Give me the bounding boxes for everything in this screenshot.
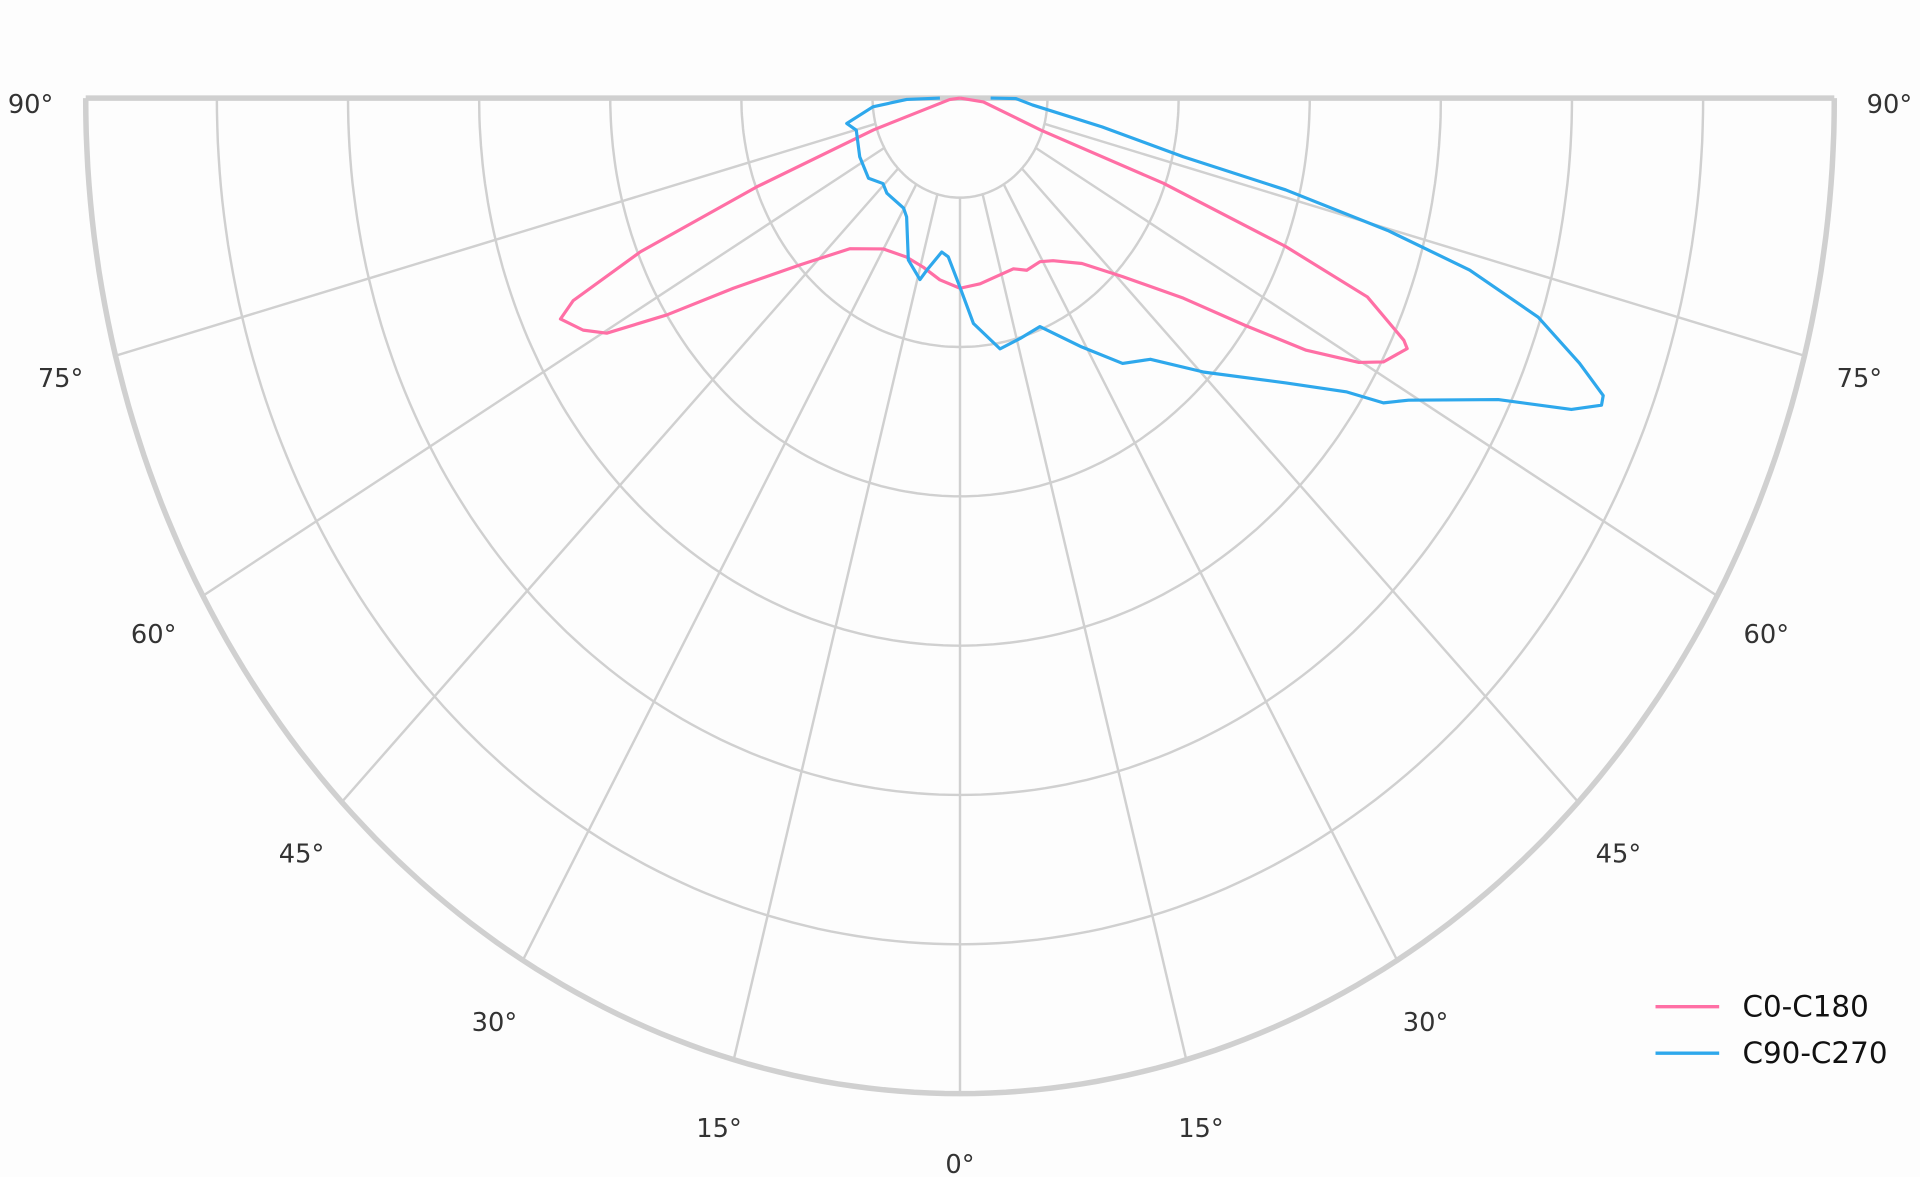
legend-item-c0-c180[interactable]: C0-C180	[1655, 989, 1869, 1023]
angular-tick-label: 15°	[1178, 1114, 1224, 1144]
legend-label-c0-c180: C0-C180	[1742, 989, 1868, 1023]
angular-gridline-spoke	[202, 146, 885, 597]
angular-gridline-spoke	[981, 193, 1188, 1060]
angular-gridline-spoke	[115, 122, 876, 357]
angular-tick-labels: 90° 75° 60° 45° 30° 15° 0° 15° 30° 45° 60° 75° 90°	[8, 90, 1912, 1177]
angular-tick-label: 30°	[1403, 1008, 1449, 1038]
legend-item-c90-c270[interactable]: C90-C270	[1655, 1036, 1888, 1070]
angular-tick-label: 75°	[38, 364, 84, 394]
angular-tick-label: 30°	[472, 1008, 518, 1038]
angular-tick-label: 90°	[8, 90, 54, 120]
angular-tick-label: 60°	[1744, 620, 1790, 650]
angular-tick-label: 0°	[945, 1150, 974, 1177]
angular-gridline-spoke	[732, 193, 939, 1060]
intensity-curves	[558, 96, 1605, 412]
angular-tick-label: 45°	[1596, 839, 1642, 869]
angular-tick-label: 15°	[696, 1114, 742, 1144]
angular-gridline-spoke	[340, 167, 900, 803]
angular-gridline-spoke	[521, 183, 918, 961]
angular-gridline-spoke	[1044, 122, 1805, 357]
legend: C0-C180 C90-C270	[1655, 989, 1888, 1070]
angular-gridline-spoke	[1035, 146, 1718, 597]
radial-gridline-ring	[871, 98, 1049, 199]
angular-gridline-spoke	[1020, 167, 1580, 803]
angular-tick-label: 45°	[279, 839, 325, 869]
polar-grid	[82, 95, 1838, 1097]
angular-tick-label: 75°	[1837, 364, 1883, 394]
legend-label-c90-c270: C90-C270	[1742, 1036, 1887, 1070]
angular-gridline-spoke	[1002, 183, 1399, 961]
series-line-c0-c180	[558, 96, 1409, 365]
angular-tick-label: 60°	[131, 620, 177, 650]
series-line-c90-c270	[845, 96, 1605, 412]
angular-tick-label: 90°	[1867, 90, 1913, 120]
